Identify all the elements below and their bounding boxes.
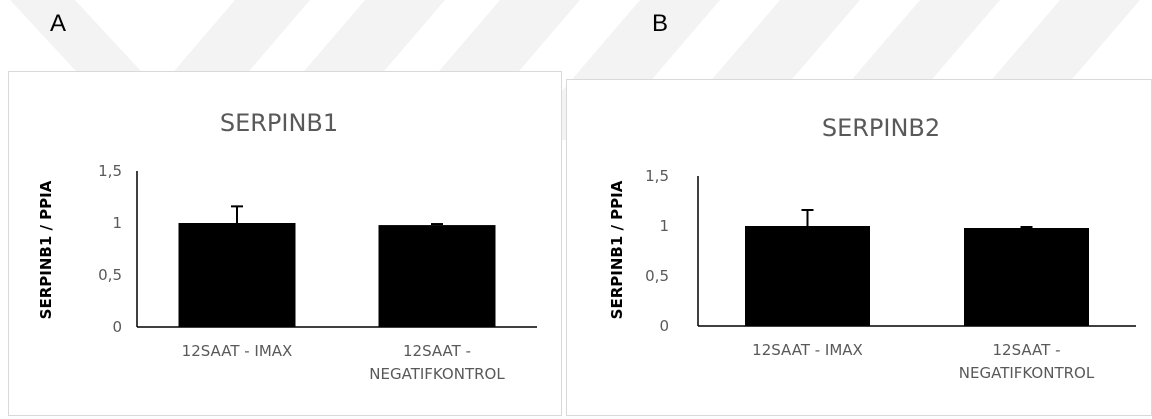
x-tick-label: 12SAAT - IMAX [752,341,863,359]
y-tick-label: 1,5 [98,162,122,180]
panel-letter-a: A [50,10,67,37]
bar [378,225,496,327]
bar [745,226,870,326]
x-tick-label: 12SAAT - IMAX [182,342,293,360]
x-tick-label: NEGATIFKONTROL [959,364,1095,382]
chart-b-svg: SERPINB2 SERPINB1 / PPIA 0 0,5 1 1,5 12SAAT … [608,114,1136,382]
y-axis-label: SERPINB1 / PPIA [37,180,55,319]
chart-panel-a: SERPINB1 SERPINB1 / PPIA 0 0,5 1 1,5 12SAAT … [8,71,562,416]
y-tick-label: 1 [112,214,122,232]
bar [964,228,1089,326]
y-tick-label: 1 [659,217,669,235]
y-tick-label: 0 [112,318,122,336]
x-tick-label: 12SAAT - [992,341,1060,359]
y-tick-label: 0,5 [98,266,122,284]
chart-title: SERPINB1 [220,109,338,137]
y-tick-label: 0 [659,317,669,335]
bar [178,223,296,327]
chart-title: SERPINB2 [822,114,940,142]
y-axis-label: SERPINB1 / PPIA [608,180,626,319]
chart-panel-b: SERPINB2 SERPINB1 / PPIA 0 0,5 1 1,5 12SAAT … [566,79,1152,416]
chart-a-svg: SERPINB1 SERPINB1 / PPIA 0 0,5 1 1,5 12SAAT … [37,109,537,383]
x-tick-label: NEGATIFKONTROL [369,365,505,383]
y-tick-label: 1,5 [645,167,669,185]
x-tick-label: 12SAAT - [403,342,471,360]
panel-letter-b: B [652,10,669,37]
y-tick-label: 0,5 [645,267,669,285]
